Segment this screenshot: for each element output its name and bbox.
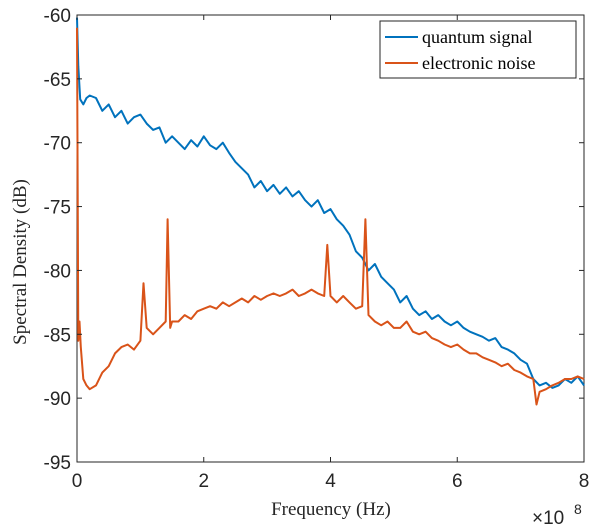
axes-box <box>76 14 585 463</box>
series-line-electronic-noise <box>76 27 585 406</box>
x-axis-exponent: ×10 8 <box>532 501 582 527</box>
y-tick-label: -65 <box>44 70 71 91</box>
y-tick-label: -85 <box>44 325 71 346</box>
series-line-quantum-signal <box>76 17 585 389</box>
y-tick-label: -70 <box>44 134 71 155</box>
ticks-layer <box>76 14 585 463</box>
y-tick-label: -90 <box>44 389 71 410</box>
y-tick-label: -80 <box>44 261 71 282</box>
x-tick-label: 4 <box>325 471 336 492</box>
legend-label-electronic-noise: electronic noise <box>422 53 535 73</box>
x-tick-labels: 0 2 4 6 8 <box>72 471 589 492</box>
x-tick-label: 2 <box>198 471 209 492</box>
legend: quantum signal electronic noise <box>379 20 577 79</box>
x-tick-label: 6 <box>452 471 463 492</box>
x-exponent-power: 8 <box>574 501 582 517</box>
x-tick-label: 0 <box>72 471 83 492</box>
plot-area <box>76 14 585 463</box>
y-tick-label: -60 <box>44 6 71 27</box>
x-tick-label: 8 <box>579 471 589 492</box>
legend-label-quantum-signal: quantum signal <box>422 27 533 47</box>
y-tick-label: -95 <box>44 453 71 474</box>
x-exponent-base: ×10 <box>532 508 564 527</box>
y-axis-label: Spectral Density (dB) <box>10 179 31 345</box>
x-axis-label: Frequency (Hz) <box>271 499 391 520</box>
legend-box <box>379 20 577 79</box>
y-tick-label: -75 <box>44 198 71 219</box>
y-tick-labels: -60 -65 -70 -75 -80 -85 -90 -95 <box>44 6 71 474</box>
series-layer <box>76 17 585 406</box>
